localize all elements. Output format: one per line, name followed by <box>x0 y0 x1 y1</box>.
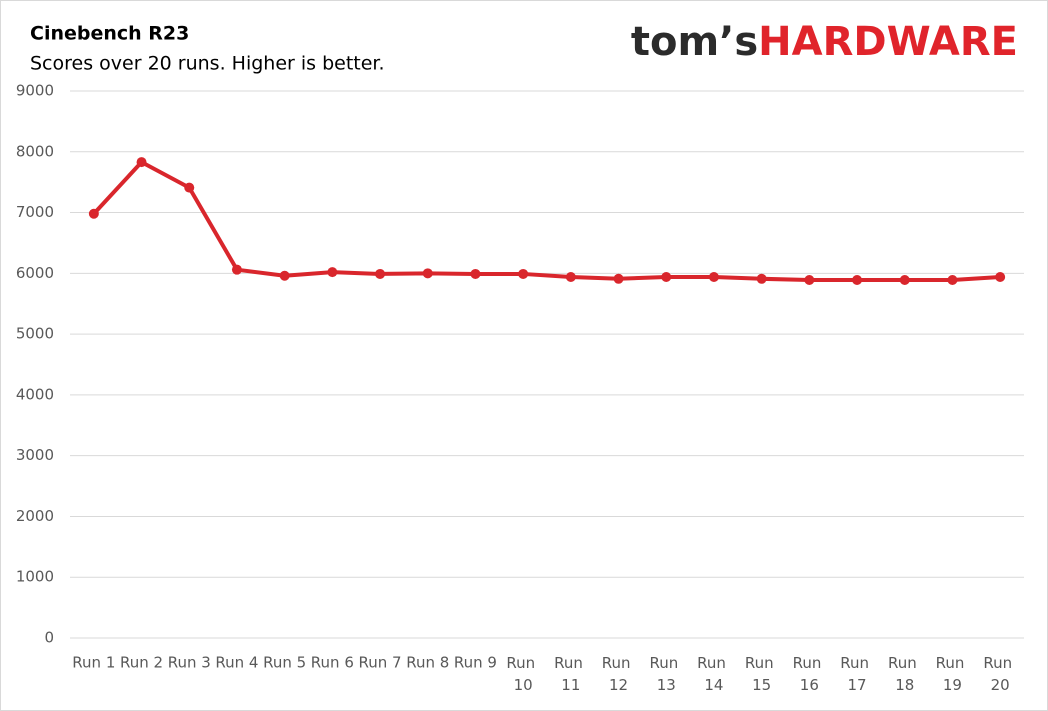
x-tick-label: Run 7 <box>359 654 402 672</box>
point <box>375 268 386 279</box>
chart-title: Cinebench R23 <box>30 23 189 45</box>
x-tick-label: Run 8 <box>406 654 449 672</box>
y-tick-label: 6000 <box>16 264 54 282</box>
y-tick-label: 2000 <box>16 507 54 525</box>
point <box>518 268 529 279</box>
x-tick-label: Run 18 <box>888 654 922 694</box>
point <box>422 268 433 279</box>
x-tick-label: Run 10 <box>506 654 540 694</box>
y-tick-label: 8000 <box>16 142 54 160</box>
logo-second: HARDWARE <box>758 19 1018 65</box>
chart-subtitle: Scores over 20 runs. Higher is better. <box>30 53 385 75</box>
point <box>899 275 910 286</box>
y-tick-label: 5000 <box>16 325 54 343</box>
x-tick-label: Run 14 <box>697 654 731 694</box>
x-tick-label: Run 5 <box>263 654 306 672</box>
x-tick-label: Run 2 <box>120 654 163 672</box>
x-tick-label: Run 16 <box>793 654 827 694</box>
point <box>184 182 195 193</box>
point <box>947 275 958 286</box>
point <box>756 273 767 284</box>
point <box>613 273 624 284</box>
point <box>852 275 863 286</box>
y-tick-label: 9000 <box>16 82 54 100</box>
x-tick-label: Run 15 <box>745 654 779 694</box>
x-tick-label: Run 3 <box>168 654 211 672</box>
point <box>327 267 338 278</box>
point <box>708 271 719 282</box>
point <box>804 275 815 286</box>
x-tick-label: Run 4 <box>215 654 258 672</box>
x-tick-label: Run 20 <box>983 654 1017 694</box>
y-tick-label: 7000 <box>16 203 54 221</box>
x-tick-label: Run 1 <box>72 654 115 672</box>
x-tick-label: Run 19 <box>936 654 970 694</box>
x-tick-label: Run 11 <box>554 654 588 694</box>
point <box>88 208 99 219</box>
y-tick-label: 1000 <box>16 568 54 586</box>
point <box>995 271 1006 282</box>
y-tick-label: 4000 <box>16 385 54 403</box>
point <box>565 271 576 282</box>
x-tick-label: Run 12 <box>602 654 636 694</box>
x-tick-label: Run 17 <box>840 654 874 694</box>
point <box>470 268 481 279</box>
point <box>279 270 290 281</box>
x-tick-label: Run 6 <box>311 654 354 672</box>
series-line <box>92 160 1001 283</box>
logo: tom’sHARDWARE <box>631 19 1018 65</box>
y-tick-label: 3000 <box>16 446 54 464</box>
point <box>661 271 672 282</box>
point <box>136 157 147 168</box>
x-tick-label: Run 13 <box>649 654 683 694</box>
logo-first: tom’s <box>631 19 758 65</box>
x-tick-label: Run 9 <box>454 654 497 672</box>
point <box>231 264 242 275</box>
y-tick-label: 0 <box>44 629 54 647</box>
